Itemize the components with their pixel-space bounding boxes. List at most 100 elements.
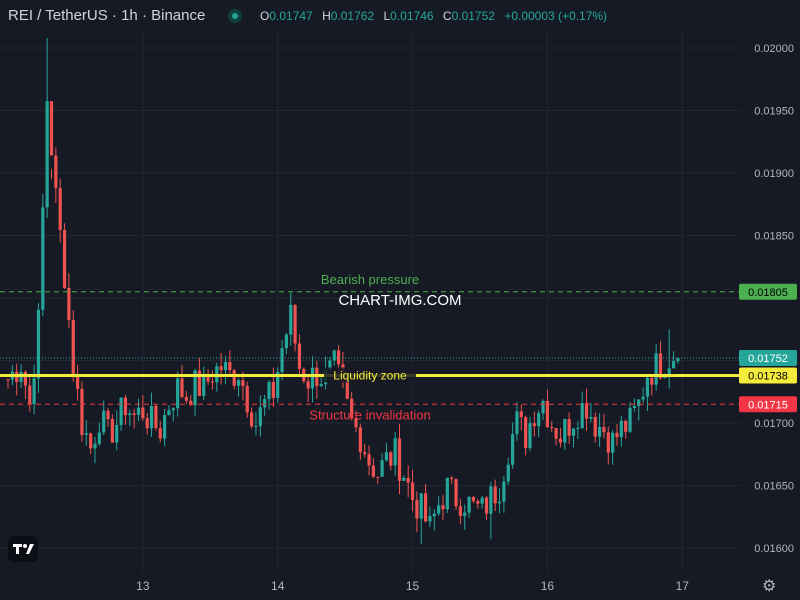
structure-invalidation-price-badge[interactable] [739, 396, 797, 413]
candle-body[interactable] [419, 493, 423, 519]
candle-body[interactable] [376, 476, 380, 478]
candle-body[interactable] [319, 384, 323, 386]
candle-body[interactable] [415, 500, 419, 519]
candle-body[interactable] [254, 426, 258, 428]
candle-body[interactable] [471, 497, 476, 502]
candle-body[interactable] [393, 438, 397, 466]
candle-body[interactable] [97, 432, 101, 444]
candle-body[interactable] [497, 501, 502, 504]
candle-body[interactable] [671, 361, 676, 369]
candle-body[interactable] [223, 362, 228, 371]
candle-body[interactable] [189, 400, 193, 406]
candle-body[interactable] [28, 385, 32, 405]
liquidity-zone-price-badge[interactable] [739, 367, 797, 384]
candle-body[interactable] [558, 438, 563, 443]
candle-body[interactable] [271, 382, 275, 398]
candle-body[interactable] [615, 432, 619, 438]
candle-body[interactable] [119, 397, 123, 425]
candle-body[interactable] [424, 493, 428, 522]
candle-body[interactable] [41, 207, 45, 310]
candle-body[interactable] [406, 477, 410, 483]
bearish-pressure-price-badge[interactable] [739, 283, 797, 300]
candle-body[interactable] [667, 368, 671, 376]
candle-body[interactable] [397, 438, 402, 481]
candle-body[interactable] [489, 486, 493, 514]
candle-body[interactable] [232, 370, 236, 386]
candle-body[interactable] [36, 309, 41, 379]
candle-body[interactable] [545, 400, 549, 428]
candle-body[interactable] [506, 464, 510, 482]
candle-body[interactable] [611, 432, 615, 453]
candle-body[interactable] [563, 419, 567, 443]
candle-body[interactable] [580, 403, 584, 428]
candle-body[interactable] [619, 420, 623, 438]
candle-body[interactable] [184, 396, 188, 401]
candle-body[interactable] [23, 371, 27, 386]
candle-body[interactable] [676, 358, 680, 362]
candle-body[interactable] [84, 433, 88, 435]
candle-body[interactable] [515, 411, 519, 435]
candle-body[interactable] [637, 399, 641, 407]
candle-body[interactable] [602, 426, 606, 433]
symbol-title[interactable]: REI / TetherUS · 1h · Binance [8, 7, 206, 24]
candle-body[interactable] [123, 397, 128, 416]
candle-body[interactable] [76, 376, 80, 389]
candle-body[interactable] [236, 380, 241, 386]
candle-body[interactable] [293, 304, 297, 344]
candle-body[interactable] [149, 406, 154, 429]
candle-body[interactable] [71, 319, 75, 377]
candle-body[interactable] [606, 432, 610, 453]
candle-body[interactable] [476, 501, 480, 504]
candle-body[interactable] [628, 407, 632, 432]
candle-body[interactable] [115, 424, 119, 443]
candle-body[interactable] [58, 188, 62, 230]
candle-body[interactable] [297, 343, 302, 369]
candle-body[interactable] [645, 377, 650, 397]
candle-body[interactable] [102, 410, 106, 433]
candle-body[interactable] [80, 388, 84, 435]
candle-body[interactable] [402, 477, 406, 481]
candle-body[interactable] [180, 378, 184, 397]
candle-body[interactable] [89, 433, 93, 449]
candle-body[interactable] [528, 423, 532, 448]
candle-body[interactable] [576, 427, 580, 429]
candle-body[interactable] [193, 370, 197, 406]
candle-body[interactable] [537, 413, 541, 427]
candle-body[interactable] [502, 481, 506, 502]
candle-body[interactable] [463, 512, 467, 516]
candle-body[interactable] [593, 417, 597, 437]
settings-gear-icon[interactable]: ⚙ [762, 578, 777, 595]
candle-body[interactable] [176, 378, 180, 409]
candle-body[interactable] [310, 367, 315, 389]
candle-body[interactable] [306, 381, 310, 389]
candle-body[interactable] [554, 428, 558, 439]
candle-body[interactable] [484, 497, 489, 514]
candle-body[interactable] [267, 382, 271, 400]
tradingview-logo-icon[interactable] [8, 536, 38, 562]
candle-body[interactable] [389, 452, 393, 466]
candle-body[interactable] [62, 229, 67, 288]
candle-body[interactable] [550, 427, 554, 429]
candle-body[interactable] [250, 412, 254, 427]
candle-body[interactable] [584, 403, 589, 419]
candle-body[interactable] [45, 101, 49, 208]
candle-body[interactable] [354, 418, 358, 428]
candle-body[interactable] [358, 427, 362, 453]
candle-body[interactable] [519, 411, 523, 418]
candle-body[interactable] [641, 396, 645, 400]
candle-body[interactable] [167, 410, 171, 416]
candle-body[interactable] [480, 497, 484, 504]
candle-body[interactable] [67, 287, 71, 320]
candle-body[interactable] [245, 385, 249, 413]
candle-body[interactable] [467, 497, 471, 513]
candle-body[interactable] [154, 406, 158, 429]
candle-body[interactable] [54, 155, 58, 189]
candle-body[interactable] [228, 362, 232, 371]
candle-body[interactable] [428, 516, 432, 522]
candle-body[interactable] [206, 374, 210, 382]
candle-body[interactable] [197, 370, 201, 396]
candle-body[interactable] [350, 398, 354, 419]
candle-body[interactable] [145, 418, 149, 429]
candle-body[interactable] [136, 407, 141, 415]
